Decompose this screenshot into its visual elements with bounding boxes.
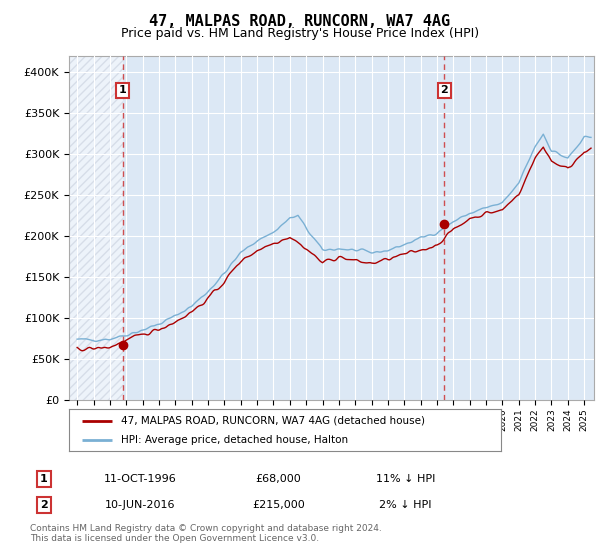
Text: 1: 1 (119, 86, 127, 95)
Text: 2: 2 (40, 500, 47, 510)
Text: Contains HM Land Registry data © Crown copyright and database right 2024.
This d: Contains HM Land Registry data © Crown c… (30, 524, 382, 543)
Text: 47, MALPAS ROAD, RUNCORN, WA7 4AG (detached house): 47, MALPAS ROAD, RUNCORN, WA7 4AG (detac… (121, 416, 425, 426)
Text: 2% ↓ HPI: 2% ↓ HPI (379, 500, 431, 510)
Text: 1: 1 (40, 474, 47, 484)
Text: Price paid vs. HM Land Registry's House Price Index (HPI): Price paid vs. HM Land Registry's House … (121, 27, 479, 40)
Text: HPI: Average price, detached house, Halton: HPI: Average price, detached house, Halt… (121, 435, 348, 445)
Bar (69, 56, 123, 400)
Text: 11-OCT-1996: 11-OCT-1996 (104, 474, 177, 484)
Text: 10-JUN-2016: 10-JUN-2016 (105, 500, 176, 510)
Text: 2: 2 (440, 86, 448, 95)
Text: £68,000: £68,000 (256, 474, 301, 484)
Text: 11% ↓ HPI: 11% ↓ HPI (376, 474, 435, 484)
Text: £215,000: £215,000 (252, 500, 305, 510)
Text: 47, MALPAS ROAD, RUNCORN, WA7 4AG: 47, MALPAS ROAD, RUNCORN, WA7 4AG (149, 14, 451, 29)
